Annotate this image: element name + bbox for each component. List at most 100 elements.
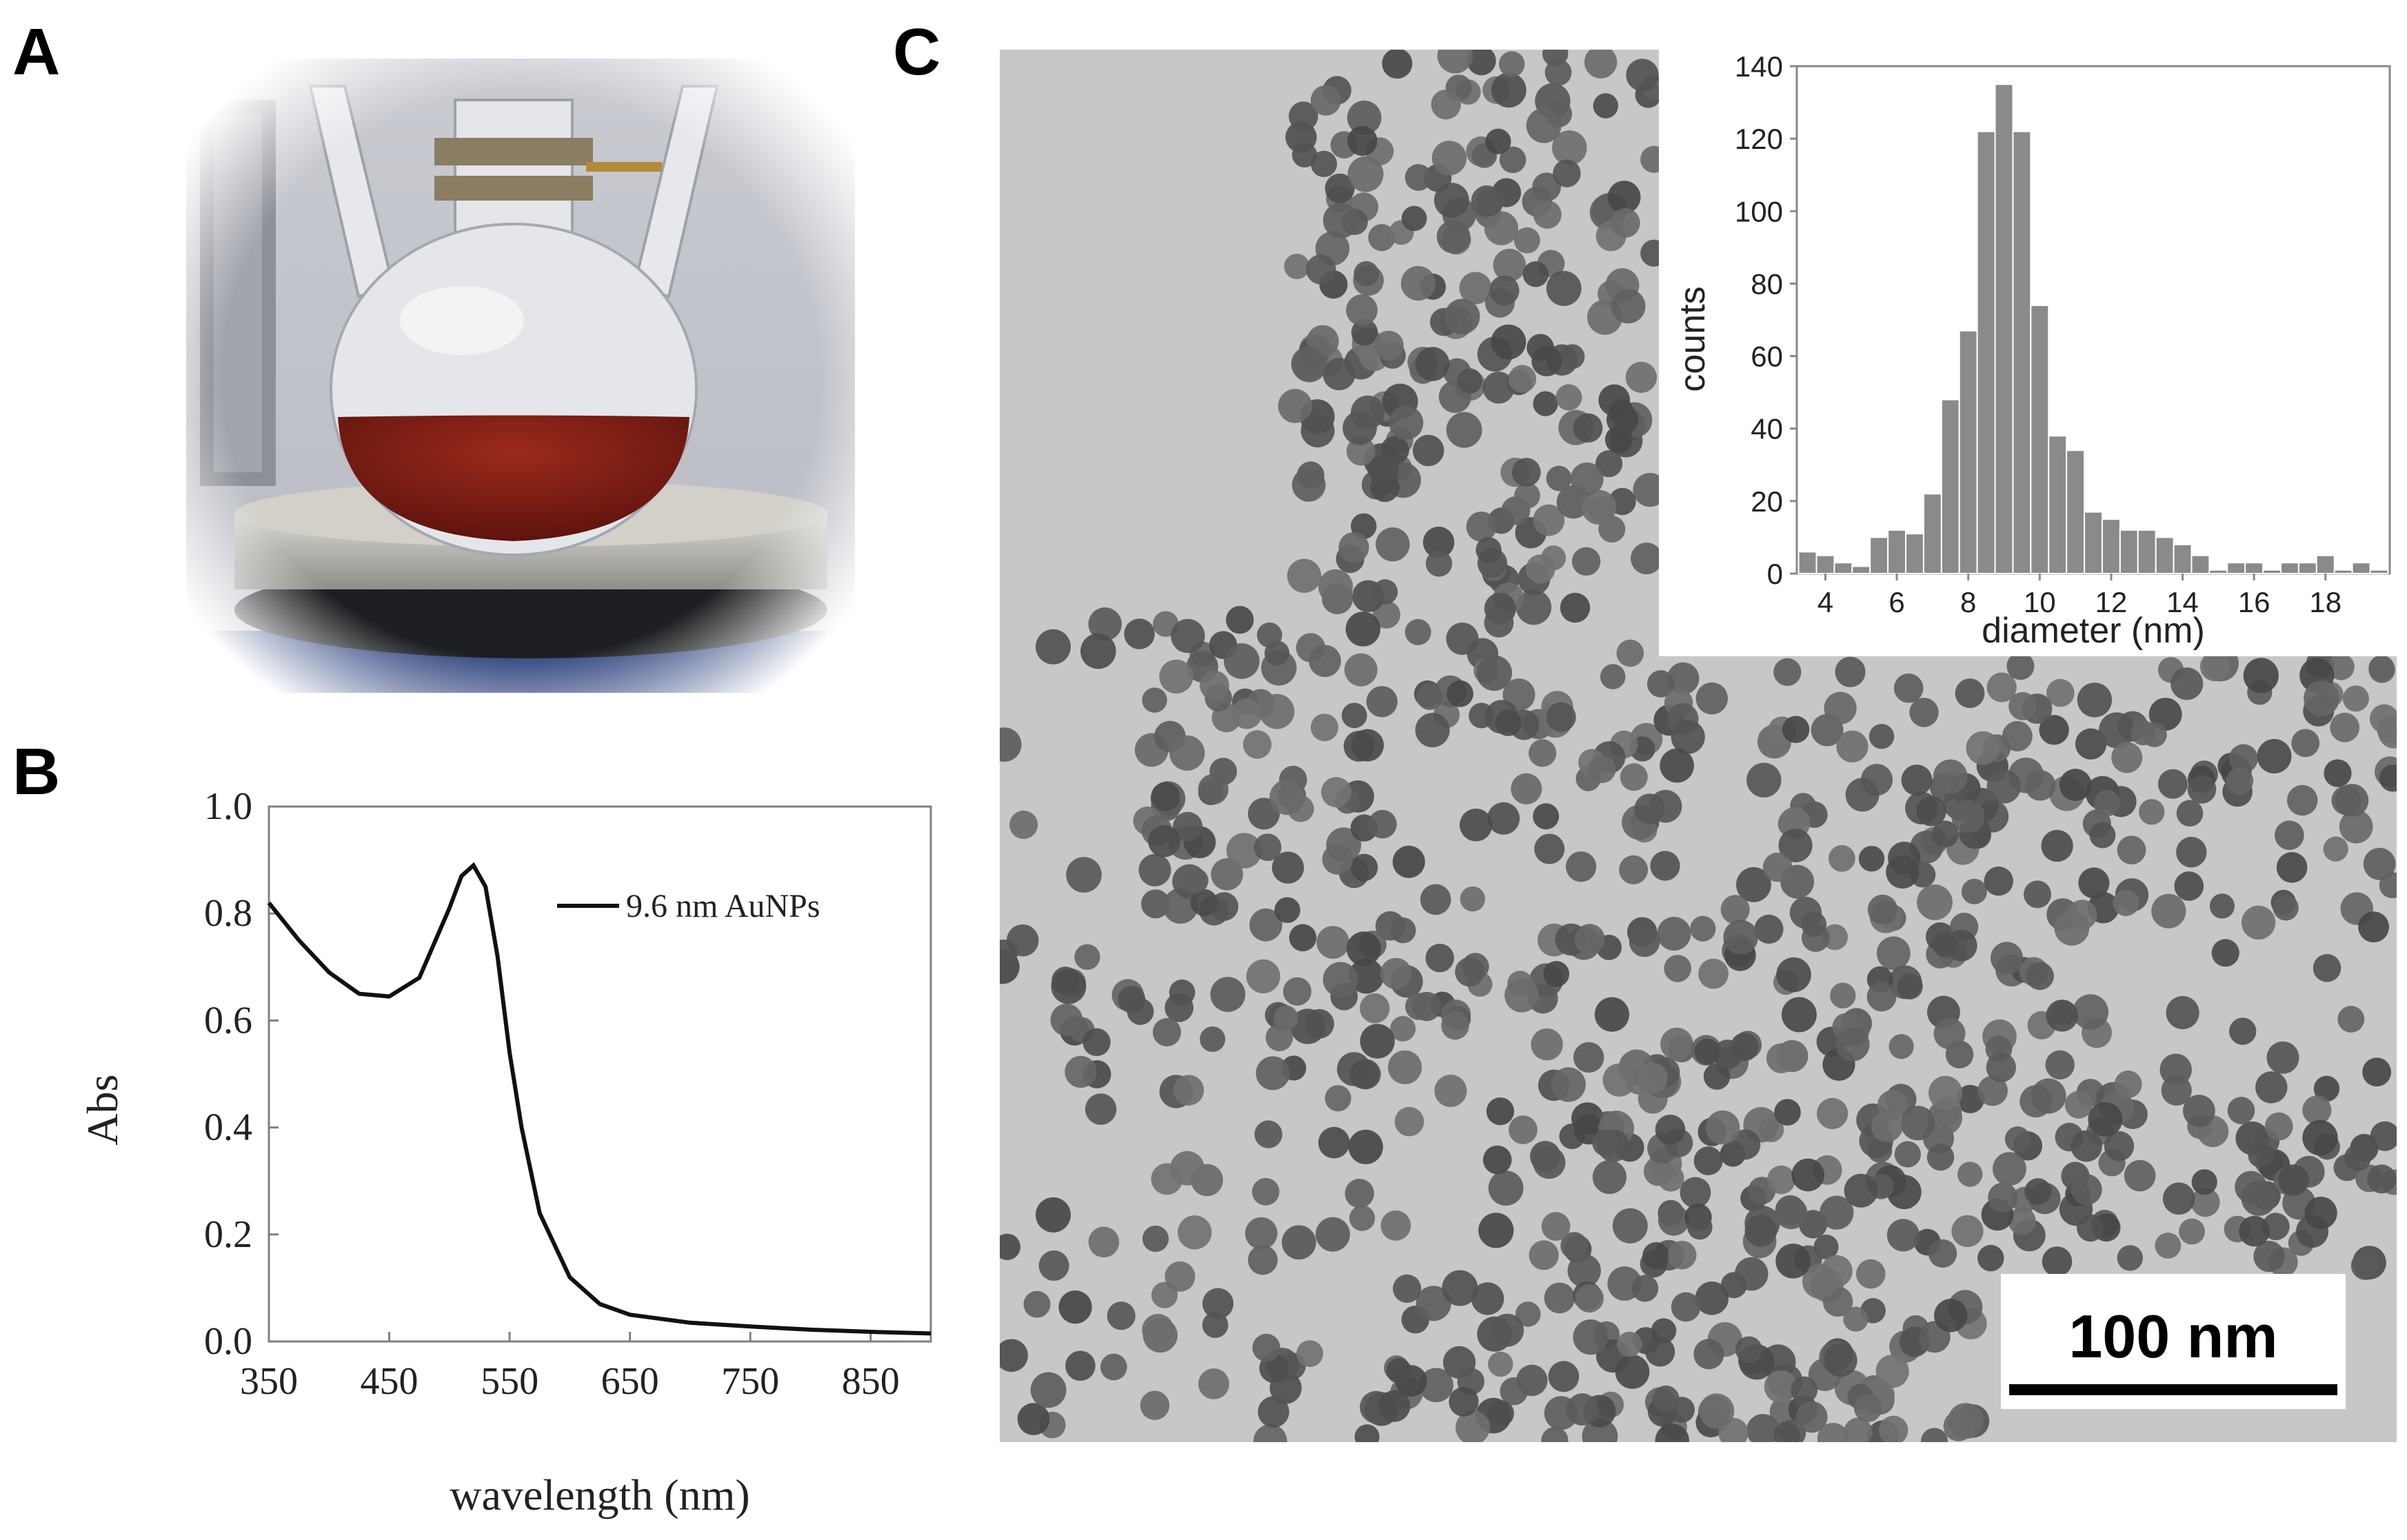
- nanoparticle: [1595, 450, 1623, 478]
- nanoparticle: [1316, 926, 1349, 959]
- nanoparticle: [2337, 1006, 2365, 1033]
- nanoparticle: [1746, 762, 1782, 798]
- histogram-bar: [1958, 330, 1978, 574]
- nanoparticle: [1368, 224, 1396, 252]
- nanoparticle: [1573, 413, 1603, 443]
- nanoparticle: [1955, 678, 1985, 709]
- nanoparticle: [1459, 272, 1492, 305]
- hist-y-tick-label: 100: [1735, 195, 1783, 227]
- nanoparticle: [1200, 670, 1229, 700]
- nanoparticle: [1392, 845, 1425, 878]
- nanoparticle: [2313, 954, 2341, 982]
- nanoparticle: [1871, 1110, 1903, 1142]
- nanoparticle: [1351, 319, 1378, 346]
- nanoparticle: [1265, 1024, 1293, 1051]
- nanoparticle: [1511, 773, 1542, 804]
- nanoparticle: [1065, 1055, 1097, 1088]
- nanoparticle: [1183, 868, 1209, 893]
- histogram-bar: [2226, 562, 2246, 575]
- nanoparticle: [1928, 1075, 1963, 1110]
- plot-frame: [268, 805, 932, 1343]
- nanoparticle: [1917, 884, 1953, 920]
- histogram-bar: [2173, 543, 2193, 575]
- nanoparticle: [1282, 1225, 1316, 1260]
- nanoparticle: [2176, 800, 2204, 827]
- nanoparticle: [1531, 1028, 1563, 1061]
- nanoparticle: [1322, 202, 1359, 239]
- nanoparticle: [1322, 844, 1353, 875]
- nanoparticle: [1664, 955, 1691, 982]
- nanoparticle: [1023, 1290, 1051, 1318]
- nanoparticle: [1345, 611, 1381, 647]
- nanoparticle: [1636, 1062, 1668, 1094]
- nanoparticle: [1251, 1177, 1280, 1206]
- nanoparticle: [1484, 211, 1518, 245]
- nanoparticle: [1651, 1318, 1677, 1344]
- histogram-bar: [1887, 529, 1907, 575]
- nanoparticle: [1449, 1386, 1479, 1417]
- nanoparticle: [1867, 894, 1898, 925]
- nanoparticle: [1735, 1336, 1762, 1364]
- nanoparticle: [1835, 1027, 1870, 1062]
- nanoparticle: [1482, 372, 1515, 404]
- nanoparticle: [1152, 1017, 1181, 1046]
- nanoparticle: [1252, 1333, 1280, 1362]
- nanoparticle: [1566, 1393, 1599, 1426]
- nanoparticle: [1321, 777, 1352, 808]
- nanoparticle: [1316, 1217, 1350, 1252]
- nanoparticle: [1210, 977, 1246, 1012]
- nanoparticle: [2073, 994, 2108, 1030]
- nanoparticle: [1844, 1417, 1873, 1442]
- nanoparticle: [2045, 1050, 2075, 1080]
- nanoparticle: [1311, 713, 1338, 742]
- nanoparticle: [1525, 554, 1555, 584]
- nanoparticle: [1347, 100, 1382, 135]
- nanoparticle: [1795, 1401, 1828, 1433]
- nanoparticle: [1485, 128, 1511, 154]
- nanoparticle: [1856, 1259, 1886, 1289]
- nanoparticle: [1551, 1067, 1586, 1102]
- nanoparticle: [1526, 108, 1562, 143]
- nanoparticle: [2367, 1164, 2397, 1194]
- nanoparticle: [1655, 1115, 1686, 1145]
- histogram-bar: [2048, 435, 2068, 574]
- nanoparticle: [1773, 658, 1802, 687]
- nanoparticle: [1660, 748, 1694, 783]
- nanoparticle: [1489, 275, 1520, 306]
- nanoparticle: [1100, 1353, 1127, 1381]
- nanoparticle: [2313, 1075, 2340, 1102]
- hist-y-tick-label: 0: [1767, 558, 1783, 590]
- nanoparticle: [2209, 893, 2235, 919]
- nanoparticle: [1844, 1173, 1878, 1208]
- nanoparticle: [1893, 673, 1924, 703]
- nanoparticle: [1124, 618, 1155, 649]
- nanoparticle: [1546, 465, 1572, 492]
- nanoparticle: [1858, 846, 1885, 872]
- nanoparticle: [1118, 985, 1146, 1013]
- nanoparticle: [1766, 1165, 1796, 1195]
- nanoparticle: [1491, 324, 1527, 360]
- nanoparticle: [1646, 670, 1675, 698]
- nanoparticle: [1730, 1033, 1759, 1062]
- nanoparticle: [1548, 1361, 1580, 1392]
- nanoparticle: [2078, 867, 2110, 899]
- nanoparticle: [1546, 702, 1576, 732]
- nanoparticle: [1349, 1205, 1376, 1231]
- nanoparticle: [1544, 1282, 1575, 1314]
- nanoparticle: [2004, 1126, 2031, 1152]
- nanoparticle: [2330, 712, 2360, 742]
- nanoparticle: [1687, 1214, 1713, 1240]
- nanoparticle: [1066, 857, 1102, 893]
- nanoparticle: [1927, 1100, 1962, 1135]
- nanoparticle: [1698, 958, 1729, 989]
- nanoparticle: [2117, 835, 2146, 864]
- nanoparticle: [2176, 837, 2207, 868]
- nanoparticle: [1287, 558, 1322, 593]
- nanoparticle: [1775, 1244, 1811, 1279]
- nanoparticle: [1274, 897, 1300, 923]
- nanoparticle: [2275, 820, 2304, 850]
- nanoparticle: [1500, 1377, 1528, 1406]
- nanoparticle: [1625, 361, 1657, 393]
- nanoparticle: [2344, 1144, 2371, 1171]
- nanoparticle: [2179, 1218, 2205, 1245]
